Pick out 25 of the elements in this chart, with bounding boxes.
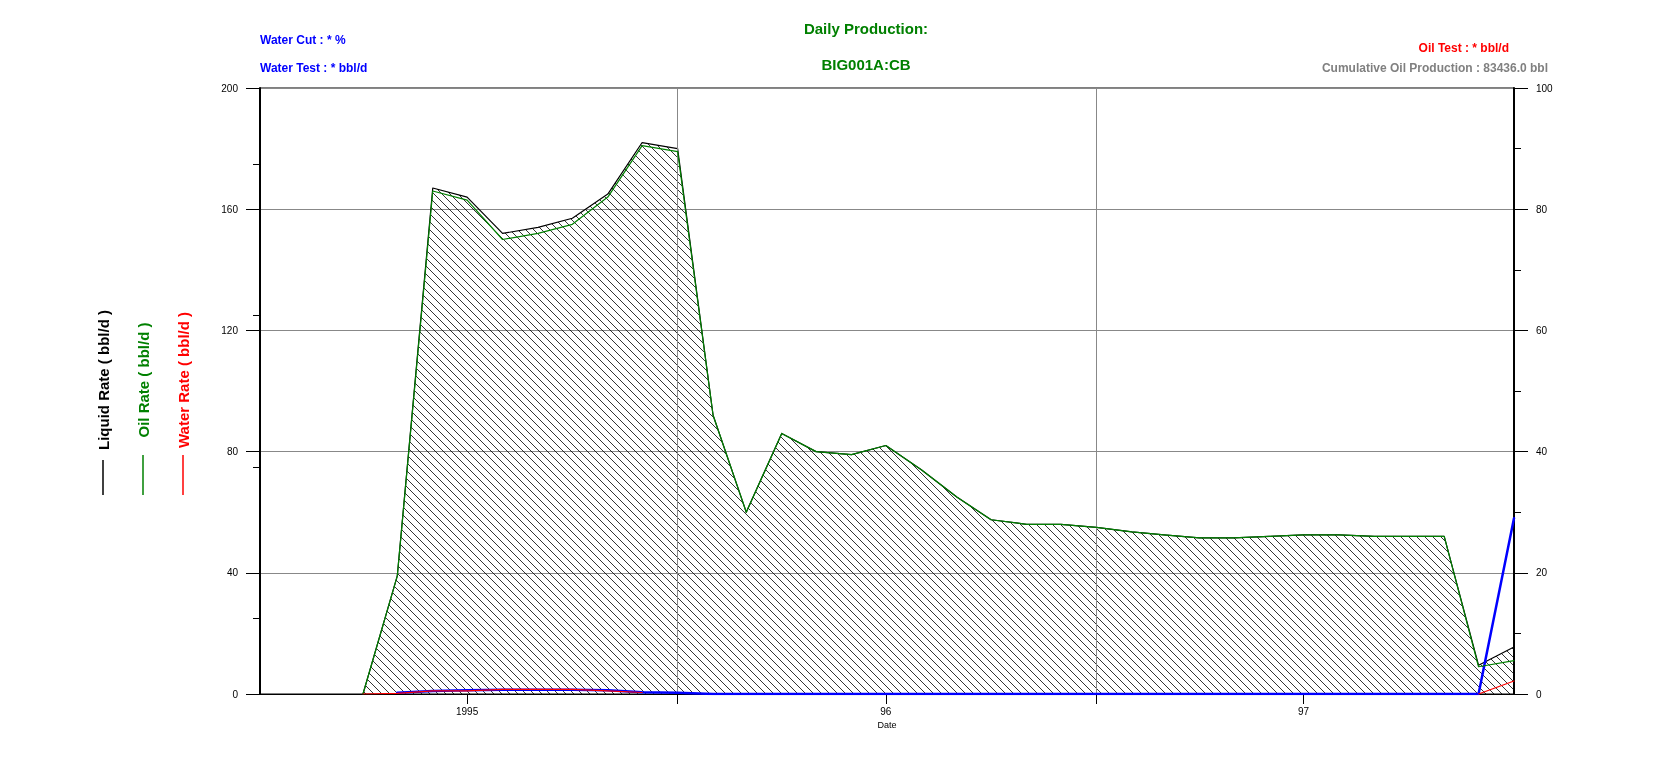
x-axis-title: Date bbox=[877, 720, 897, 731]
y2-tick-label: 20 bbox=[1536, 567, 1548, 579]
y-tick-label: 0 bbox=[232, 688, 239, 700]
text: Water Rate ( bbl/d ) bbox=[174, 311, 192, 449]
y2-tick-label: 80 bbox=[1536, 203, 1548, 215]
y-tick-label: 80 bbox=[226, 446, 239, 458]
y2-tick-label: 0 bbox=[1536, 688, 1542, 700]
y-tick-label: 200 bbox=[221, 82, 239, 94]
text: Water Cut : * % bbox=[260, 33, 346, 47]
y-tick-label: 40 bbox=[226, 567, 239, 579]
y-tick-label: 160 bbox=[221, 203, 239, 215]
text: Liquid Rate ( bbl/d ) bbox=[94, 310, 112, 450]
x-tick-label: 97 bbox=[1297, 705, 1310, 717]
chart-subtitle: BIG001A:CB bbox=[821, 56, 911, 73]
x-tick-label: 1995 bbox=[455, 705, 479, 717]
x-tick-label: 96 bbox=[880, 705, 892, 717]
chart-title: Daily Production: bbox=[803, 20, 929, 37]
text: Oil Rate ( bbl/d ) bbox=[134, 322, 152, 438]
text: Water Test : * bbl/d bbox=[260, 61, 368, 75]
y2-tick-label: 100 bbox=[1536, 82, 1554, 94]
y2-tick-label: 40 bbox=[1536, 446, 1548, 458]
text: Oil Test : * bbl/d bbox=[1418, 41, 1510, 55]
y2-tick-label: 60 bbox=[1536, 324, 1548, 336]
text: Cumulative Oil Production : 83436.0 bbl bbox=[1321, 61, 1549, 75]
y-tick-label: 120 bbox=[221, 324, 239, 336]
